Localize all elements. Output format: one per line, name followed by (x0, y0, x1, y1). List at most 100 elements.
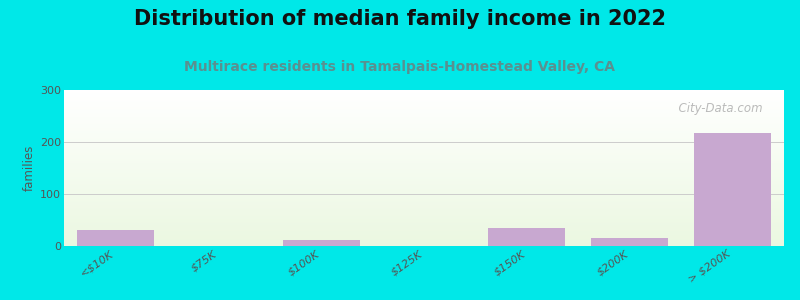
Bar (64, 244, 784, 245)
Bar (64, 203, 784, 204)
Bar (64, 202, 784, 203)
Bar (64, 123, 784, 124)
Bar (64, 159, 784, 160)
Bar (64, 199, 784, 200)
Bar (64, 230, 784, 231)
Bar (64, 233, 784, 234)
Bar (64, 151, 784, 152)
Bar (64, 225, 784, 226)
Bar (64, 211, 784, 212)
Bar (64, 188, 784, 189)
Bar (64, 243, 784, 244)
Bar (64, 121, 784, 122)
Bar (64, 110, 784, 111)
Bar (64, 210, 784, 211)
Bar (64, 161, 784, 162)
Bar (64, 213, 784, 214)
Bar (64, 142, 784, 143)
Bar (64, 155, 784, 156)
Bar (64, 150, 784, 151)
Bar (64, 144, 784, 145)
Bar (64, 215, 784, 216)
Bar (64, 162, 784, 163)
Bar (64, 186, 784, 187)
Bar (282, 240, 360, 246)
Bar (64, 137, 784, 138)
Bar (64, 122, 784, 123)
Bar (64, 165, 784, 166)
Bar (77, 230, 154, 246)
Bar (64, 220, 784, 221)
Bar (64, 190, 784, 191)
Bar (64, 205, 784, 206)
Bar (64, 111, 784, 112)
Bar (64, 106, 784, 107)
Bar (64, 113, 784, 114)
Bar (64, 216, 784, 217)
Bar (64, 154, 784, 155)
Bar (64, 98, 784, 99)
Bar (64, 234, 784, 235)
Bar (64, 139, 784, 140)
Bar (64, 209, 784, 210)
Bar (64, 136, 784, 137)
Bar (64, 192, 784, 193)
Bar (64, 166, 784, 167)
Bar (64, 173, 784, 174)
Bar (64, 95, 784, 96)
Bar (64, 168, 784, 169)
Bar (64, 157, 784, 158)
Bar (64, 204, 784, 205)
Bar (64, 172, 784, 173)
Bar (64, 245, 784, 246)
Bar (64, 183, 784, 184)
Bar (64, 174, 784, 175)
Bar (64, 189, 784, 190)
Bar (64, 102, 784, 103)
Bar (64, 196, 784, 197)
Text: Distribution of median family income in 2022: Distribution of median family income in … (134, 9, 666, 29)
Bar (64, 201, 784, 202)
Y-axis label: families: families (23, 145, 36, 191)
Bar (64, 92, 784, 93)
Bar (64, 107, 784, 108)
Bar (64, 116, 784, 117)
Bar (64, 232, 784, 233)
Bar (64, 235, 784, 236)
Bar (64, 138, 784, 139)
Bar (64, 160, 784, 161)
Bar (64, 212, 784, 213)
Bar (64, 132, 784, 133)
Bar (64, 100, 784, 101)
Bar (64, 208, 784, 209)
Bar (64, 200, 784, 201)
Bar (64, 164, 784, 165)
Bar (64, 224, 784, 225)
Bar (64, 238, 784, 239)
Bar (64, 227, 784, 228)
Bar (64, 109, 784, 110)
Bar (64, 226, 784, 227)
Bar (64, 133, 784, 134)
Bar (64, 237, 784, 238)
Bar (64, 131, 784, 132)
Bar (64, 181, 784, 182)
Bar (64, 145, 784, 146)
Bar (64, 184, 784, 185)
Bar (64, 198, 784, 199)
Bar (488, 228, 566, 246)
Bar (64, 118, 784, 119)
Bar (64, 219, 784, 220)
Bar (64, 94, 784, 95)
Bar (64, 182, 784, 183)
Bar (64, 126, 784, 127)
Bar (64, 127, 784, 128)
Bar (64, 148, 784, 149)
Bar (64, 214, 784, 215)
Text: City-Data.com: City-Data.com (670, 103, 762, 116)
Bar (64, 128, 784, 129)
Bar (64, 179, 784, 180)
Bar (64, 134, 784, 135)
Bar (64, 241, 784, 242)
Bar (64, 93, 784, 94)
